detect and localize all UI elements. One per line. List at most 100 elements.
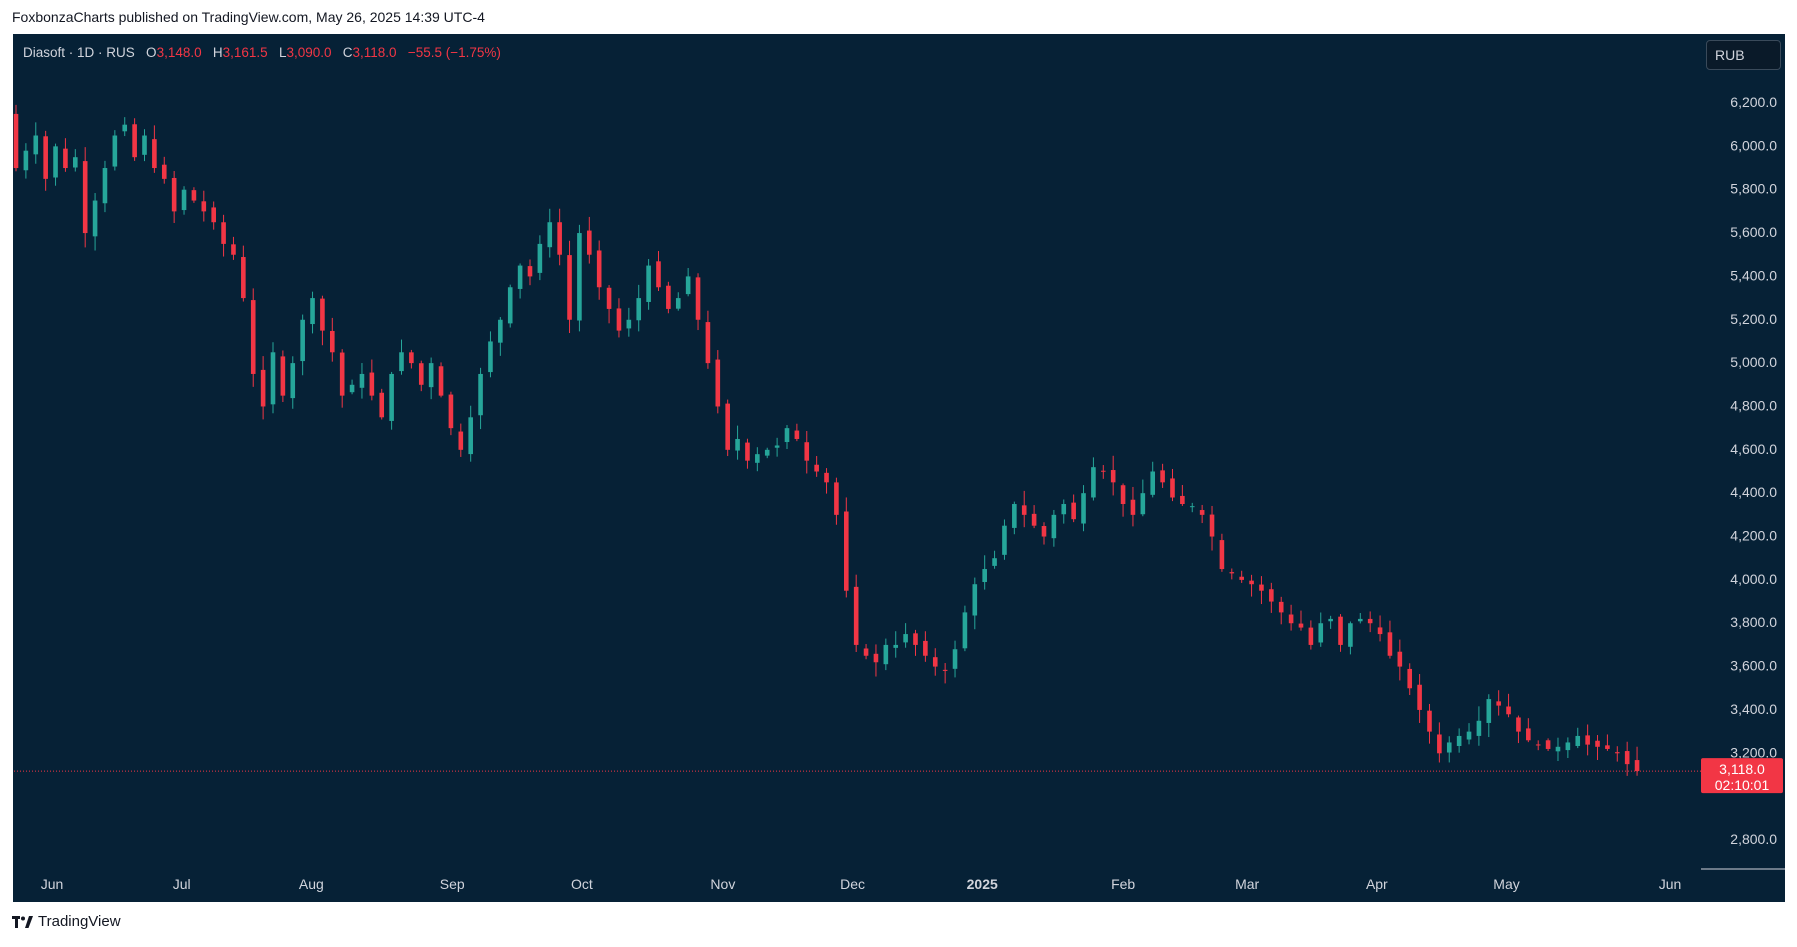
x-tick-label: Sep (440, 876, 465, 892)
candle-body (112, 135, 118, 167)
candle-body (1575, 735, 1581, 746)
candle-body (705, 322, 711, 364)
candle-body (1259, 584, 1264, 591)
candle-body (1150, 471, 1156, 495)
candle-body (349, 384, 355, 393)
candle-body (567, 255, 572, 320)
candle-body (932, 657, 938, 667)
candle-body (596, 250, 602, 288)
candle-body (1002, 525, 1007, 555)
y-tick-label: 4,600.0 (1730, 441, 1777, 457)
x-tick-label: Oct (571, 876, 593, 892)
candle-body (1545, 740, 1551, 749)
candle-body (300, 319, 305, 362)
candle-body (616, 308, 622, 331)
currency-button[interactable]: RUB (1706, 40, 1781, 70)
y-tick-label: 5,200.0 (1730, 311, 1777, 327)
candle-body (339, 352, 345, 396)
candle-body (507, 287, 513, 324)
high-value: 3,161.5 (222, 45, 268, 60)
candle-body (1288, 614, 1294, 624)
candle-body (92, 200, 98, 237)
high-label: H (212, 45, 223, 60)
candle-body (1100, 470, 1106, 472)
candle-body (152, 139, 157, 169)
symbol-label[interactable]: Diasoft · 1D · RUS (23, 45, 135, 60)
candle-body (656, 261, 661, 288)
candle-body (873, 653, 879, 663)
candle-body (537, 243, 543, 273)
candle-body (250, 300, 256, 374)
candle-body (1061, 504, 1067, 515)
candle-body (161, 164, 167, 179)
candle-body (952, 649, 958, 669)
candle-body (636, 298, 642, 321)
candle-body (270, 352, 276, 405)
candle-body (428, 363, 434, 388)
candle-body (725, 403, 730, 450)
candle-body (1407, 668, 1413, 689)
candle-body (498, 319, 503, 343)
candle-body (468, 417, 473, 455)
candle-body (1496, 701, 1501, 706)
candle-body (1071, 502, 1076, 520)
price-tag-value: 3,118.0 (1719, 761, 1765, 777)
candle-body (577, 233, 582, 321)
candle-body (1367, 618, 1373, 624)
candle-body (883, 644, 889, 665)
candle-body (1565, 742, 1571, 751)
close-label: C (342, 45, 353, 60)
candle-body (1021, 505, 1027, 515)
x-tick-label: Dec (840, 876, 865, 892)
candle-body (211, 207, 216, 223)
y-tick-label: 3,200.0 (1730, 744, 1777, 760)
candle-body (893, 644, 899, 648)
candle-body (43, 136, 48, 179)
candle-body (1506, 706, 1511, 715)
candle-body (547, 222, 553, 248)
candle-body (82, 161, 88, 234)
y-tick-label: 5,800.0 (1730, 181, 1777, 197)
y-tick-label: 3,400.0 (1730, 701, 1777, 717)
candle-body (1170, 478, 1175, 498)
open-value: 3,148.0 (156, 45, 202, 60)
price-tag-countdown: 02:10:01 (1715, 777, 1770, 793)
candle-body (1091, 467, 1096, 498)
candle-body (399, 352, 404, 372)
candle-body (715, 359, 721, 407)
candle-body (53, 146, 58, 178)
candle-body (132, 124, 137, 158)
candle-body (1012, 504, 1017, 528)
y-tick-label: 5,400.0 (1730, 267, 1777, 283)
candle-body (1189, 506, 1195, 508)
x-tick-label: Feb (1111, 876, 1135, 892)
candle-body (903, 634, 908, 643)
x-tick-label: Jul (173, 876, 191, 892)
candle-body (1595, 740, 1600, 747)
x-tick-label: May (1493, 876, 1519, 892)
candle-body (181, 189, 187, 211)
candle-body (942, 669, 948, 671)
candle-body (73, 157, 78, 168)
candle-body (1526, 728, 1531, 741)
tradingview-logo-icon[interactable] (12, 915, 34, 929)
candle-body (1308, 627, 1314, 645)
candle-body (1427, 710, 1432, 732)
candle-body (587, 230, 592, 255)
footer-brand[interactable]: TradingView (38, 913, 121, 930)
candle-body (1199, 510, 1205, 515)
candle-body (527, 266, 533, 277)
candle-body (142, 135, 147, 155)
y-tick-label: 4,000.0 (1730, 571, 1777, 587)
candle-body (843, 511, 849, 591)
chart-panel[interactable] (13, 34, 1785, 902)
candle-body (1338, 616, 1343, 645)
candle-body (1624, 751, 1630, 765)
x-tick-label: Apr (1366, 876, 1388, 892)
candle-body (853, 586, 859, 645)
candle-body (794, 430, 800, 439)
candle-body (1437, 734, 1442, 754)
candle-body (1486, 699, 1492, 723)
candle-body (478, 373, 483, 416)
